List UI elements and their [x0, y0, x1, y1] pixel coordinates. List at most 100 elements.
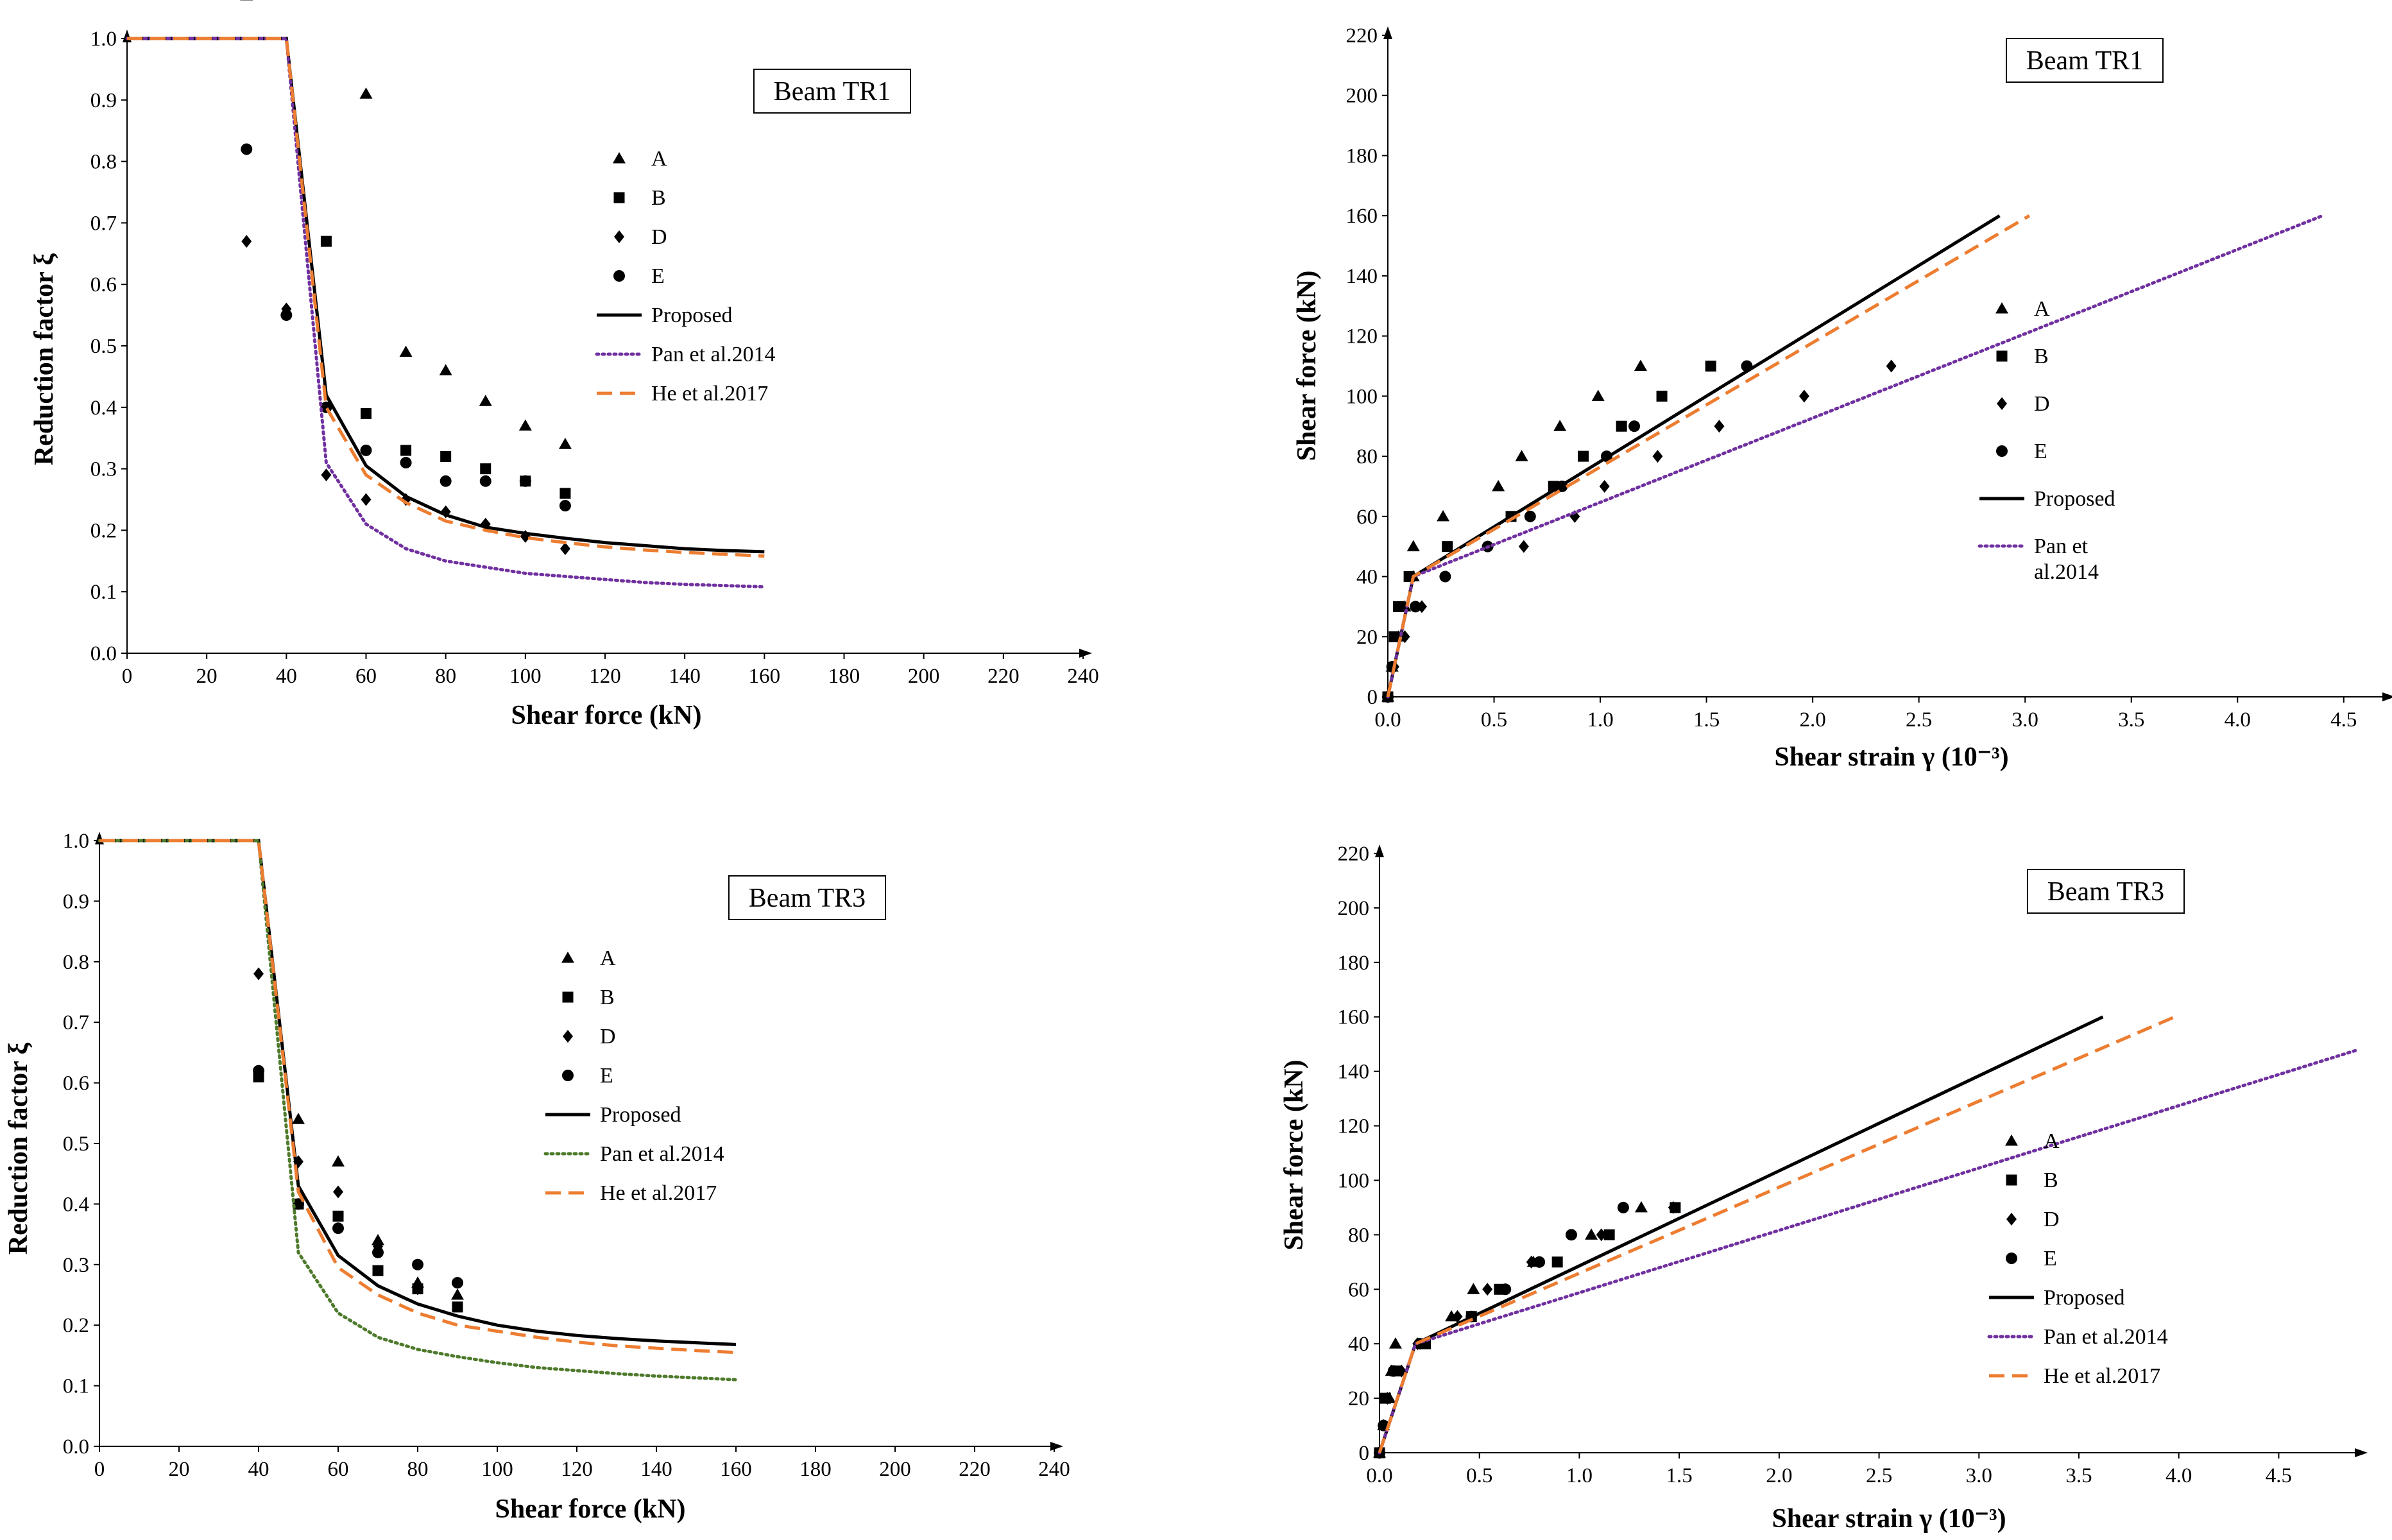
- tl-legend-label-d: D: [651, 225, 667, 249]
- tl-point-d-3: [361, 493, 372, 506]
- bl-title: Beam TR3: [749, 884, 866, 913]
- bl-ytick-label-8: 0.8: [63, 951, 89, 974]
- tr-legend-label-d: D: [2034, 392, 2050, 416]
- tl-series-proposed-line: [127, 37, 765, 554]
- tr-xtick-label-2: 1.0: [1587, 708, 1613, 732]
- panel-tr-beam-tr1-shear: 0 20 40 60 80 100 120 140 160 180 200 220 0.0 0.5 1.0 1…: [1292, 24, 2392, 772]
- bl-point-e-3: [372, 1246, 384, 1258]
- br-legend-label-e: E: [2044, 1247, 2057, 1270]
- tl-x-arrow: [1079, 649, 1092, 658]
- tr-point-b-8: [1616, 420, 1627, 432]
- bl-xtick-label-11: 220: [959, 1458, 991, 1481]
- tl-point-b-0: [320, 235, 332, 247]
- tl-xtick-label-6: 120: [589, 665, 621, 688]
- tl-x-axis-title: Shear force (kN): [511, 701, 701, 730]
- tl-xtick-label-2: 40: [276, 665, 297, 688]
- bl-point-d-2: [333, 1185, 343, 1199]
- tr-title: Beam TR1: [2026, 46, 2143, 76]
- bl-xtick-label-8: 160: [720, 1458, 752, 1481]
- bl-point-b-5: [452, 1301, 463, 1313]
- tl-ytick-label-3: 0.3: [90, 458, 117, 481]
- tl-point-a-5: [518, 419, 532, 431]
- bl-legend-marker-e: [562, 1070, 574, 1081]
- br-xtick-label-7: 3.5: [2065, 1464, 2092, 1487]
- br-legend-marker-e: [2006, 1253, 2017, 1264]
- tl-ytick-label-4: 0.4: [90, 397, 117, 420]
- bl-xtick-label-6: 120: [561, 1458, 593, 1481]
- bl-point-a-1: [332, 1155, 345, 1167]
- br-legend-label-pan-et-al-2014: Pan et al.2014: [2044, 1325, 2168, 1349]
- tr-point-e-2: [1410, 601, 1422, 613]
- tl-legend-label-a: A: [651, 147, 667, 171]
- br-legend-marker-b: [2006, 1174, 2017, 1186]
- tr-ytick-label-3: 60: [1356, 506, 1378, 529]
- tl-xtick-label-8: 160: [749, 665, 781, 688]
- br-point-e-2: [1387, 1365, 1399, 1377]
- tl-ytick-label-7: 0.7: [90, 212, 117, 235]
- br-point-a-6: [1467, 1283, 1480, 1294]
- br-series-he-et-al-2017-line: [1378, 1015, 2176, 1453]
- tr-point-a-8: [1515, 450, 1528, 461]
- tr-ytick-label-11: 220: [1346, 24, 1378, 47]
- tr-ytick-label-10: 200: [1346, 85, 1378, 108]
- bl-x-axis-title: Shear force (kN): [495, 1494, 685, 1524]
- tr-ytick-label-4: 80: [1356, 445, 1378, 468]
- tr-point-b-7: [1578, 450, 1589, 462]
- br-series-proposed-line: [1378, 1015, 2104, 1453]
- br-point-e-7: [1565, 1229, 1577, 1241]
- tr-xtick-label-0: 0.0: [1374, 708, 1401, 732]
- bl-xtick-label-9: 180: [799, 1458, 832, 1481]
- bl-series-proposed-line: [99, 839, 737, 1346]
- tl-point-b-6: [560, 488, 571, 499]
- tr-ytick-label-9: 180: [1346, 144, 1378, 167]
- tl-point-a-1: [359, 87, 373, 99]
- bl-point-d-0: [253, 967, 264, 980]
- tr-point-a-7: [1492, 479, 1505, 492]
- tl-y-arrow: [123, 30, 132, 42]
- tr-ytick-label-7: 140: [1346, 265, 1378, 288]
- br-ytick-label-9: 180: [1338, 952, 1370, 975]
- tr-point-e-5: [1524, 510, 1536, 522]
- tr-point-e-8: [1628, 420, 1641, 432]
- bl-series-pan-et-al-2014-line: [98, 839, 738, 1382]
- tl-point-e-3: [360, 444, 372, 456]
- br-xtick-label-5: 2.5: [1866, 1464, 1892, 1487]
- tr-point-a-9: [1553, 420, 1567, 431]
- tr-y-axis-title: Shear force (kN): [1292, 270, 1322, 461]
- br-point-d-4: [1452, 1310, 1463, 1323]
- br-ytick-label-6: 120: [1338, 1115, 1370, 1138]
- br-ytick-label-11: 220: [1338, 843, 1370, 866]
- br-point-b-6: [1551, 1256, 1563, 1268]
- bl-ytick-label-5: 0.5: [63, 1133, 89, 1156]
- tr-xtick-label-7: 3.5: [2118, 708, 2144, 732]
- tl-xtick-label-4: 80: [435, 665, 456, 688]
- br-legend-label-a: A: [2044, 1129, 2060, 1153]
- tl-point-e-0: [241, 143, 253, 155]
- bl-legend-label-pan-et-al-2014: Pan et al.2014: [600, 1142, 724, 1166]
- br-point-d-5: [1482, 1283, 1493, 1296]
- bl-y-arrow: [95, 832, 104, 844]
- tr-ytick-label-1: 20: [1356, 626, 1378, 649]
- tl-point-d-0: [241, 235, 252, 248]
- tl-point-a-2: [399, 345, 413, 357]
- br-title: Beam TR3: [2047, 877, 2164, 907]
- bl-legend-label-a: A: [600, 946, 616, 970]
- bl-ytick-label-9: 0.9: [63, 890, 89, 913]
- br-point-a-8: [1585, 1228, 1598, 1240]
- tl-point-e-5: [440, 475, 452, 487]
- tr-x-arrow: [2382, 692, 2392, 701]
- bl-xtick-label-12: 240: [1038, 1458, 1070, 1481]
- tr-title-box: [2006, 38, 2164, 83]
- tr-legend-marker-a: [1995, 302, 2008, 314]
- br-ytick-label-1: 20: [1348, 1387, 1369, 1410]
- tr-point-d-8: [1714, 420, 1725, 433]
- bl-legend-marker-b: [562, 991, 574, 1003]
- tr-point-d-4: [1518, 540, 1529, 553]
- bl-point-a-2: [372, 1234, 384, 1245]
- tr-legend-label-pan-et-al-2014-1: Pan et: [2034, 535, 2089, 558]
- bl-point-b-3: [372, 1265, 384, 1276]
- br-ytick-label-5: 100: [1338, 1169, 1370, 1192]
- br-y-arrow: [1375, 844, 1384, 857]
- bl-point-e-2: [332, 1222, 344, 1235]
- tr-point-d-9: [1798, 389, 1809, 403]
